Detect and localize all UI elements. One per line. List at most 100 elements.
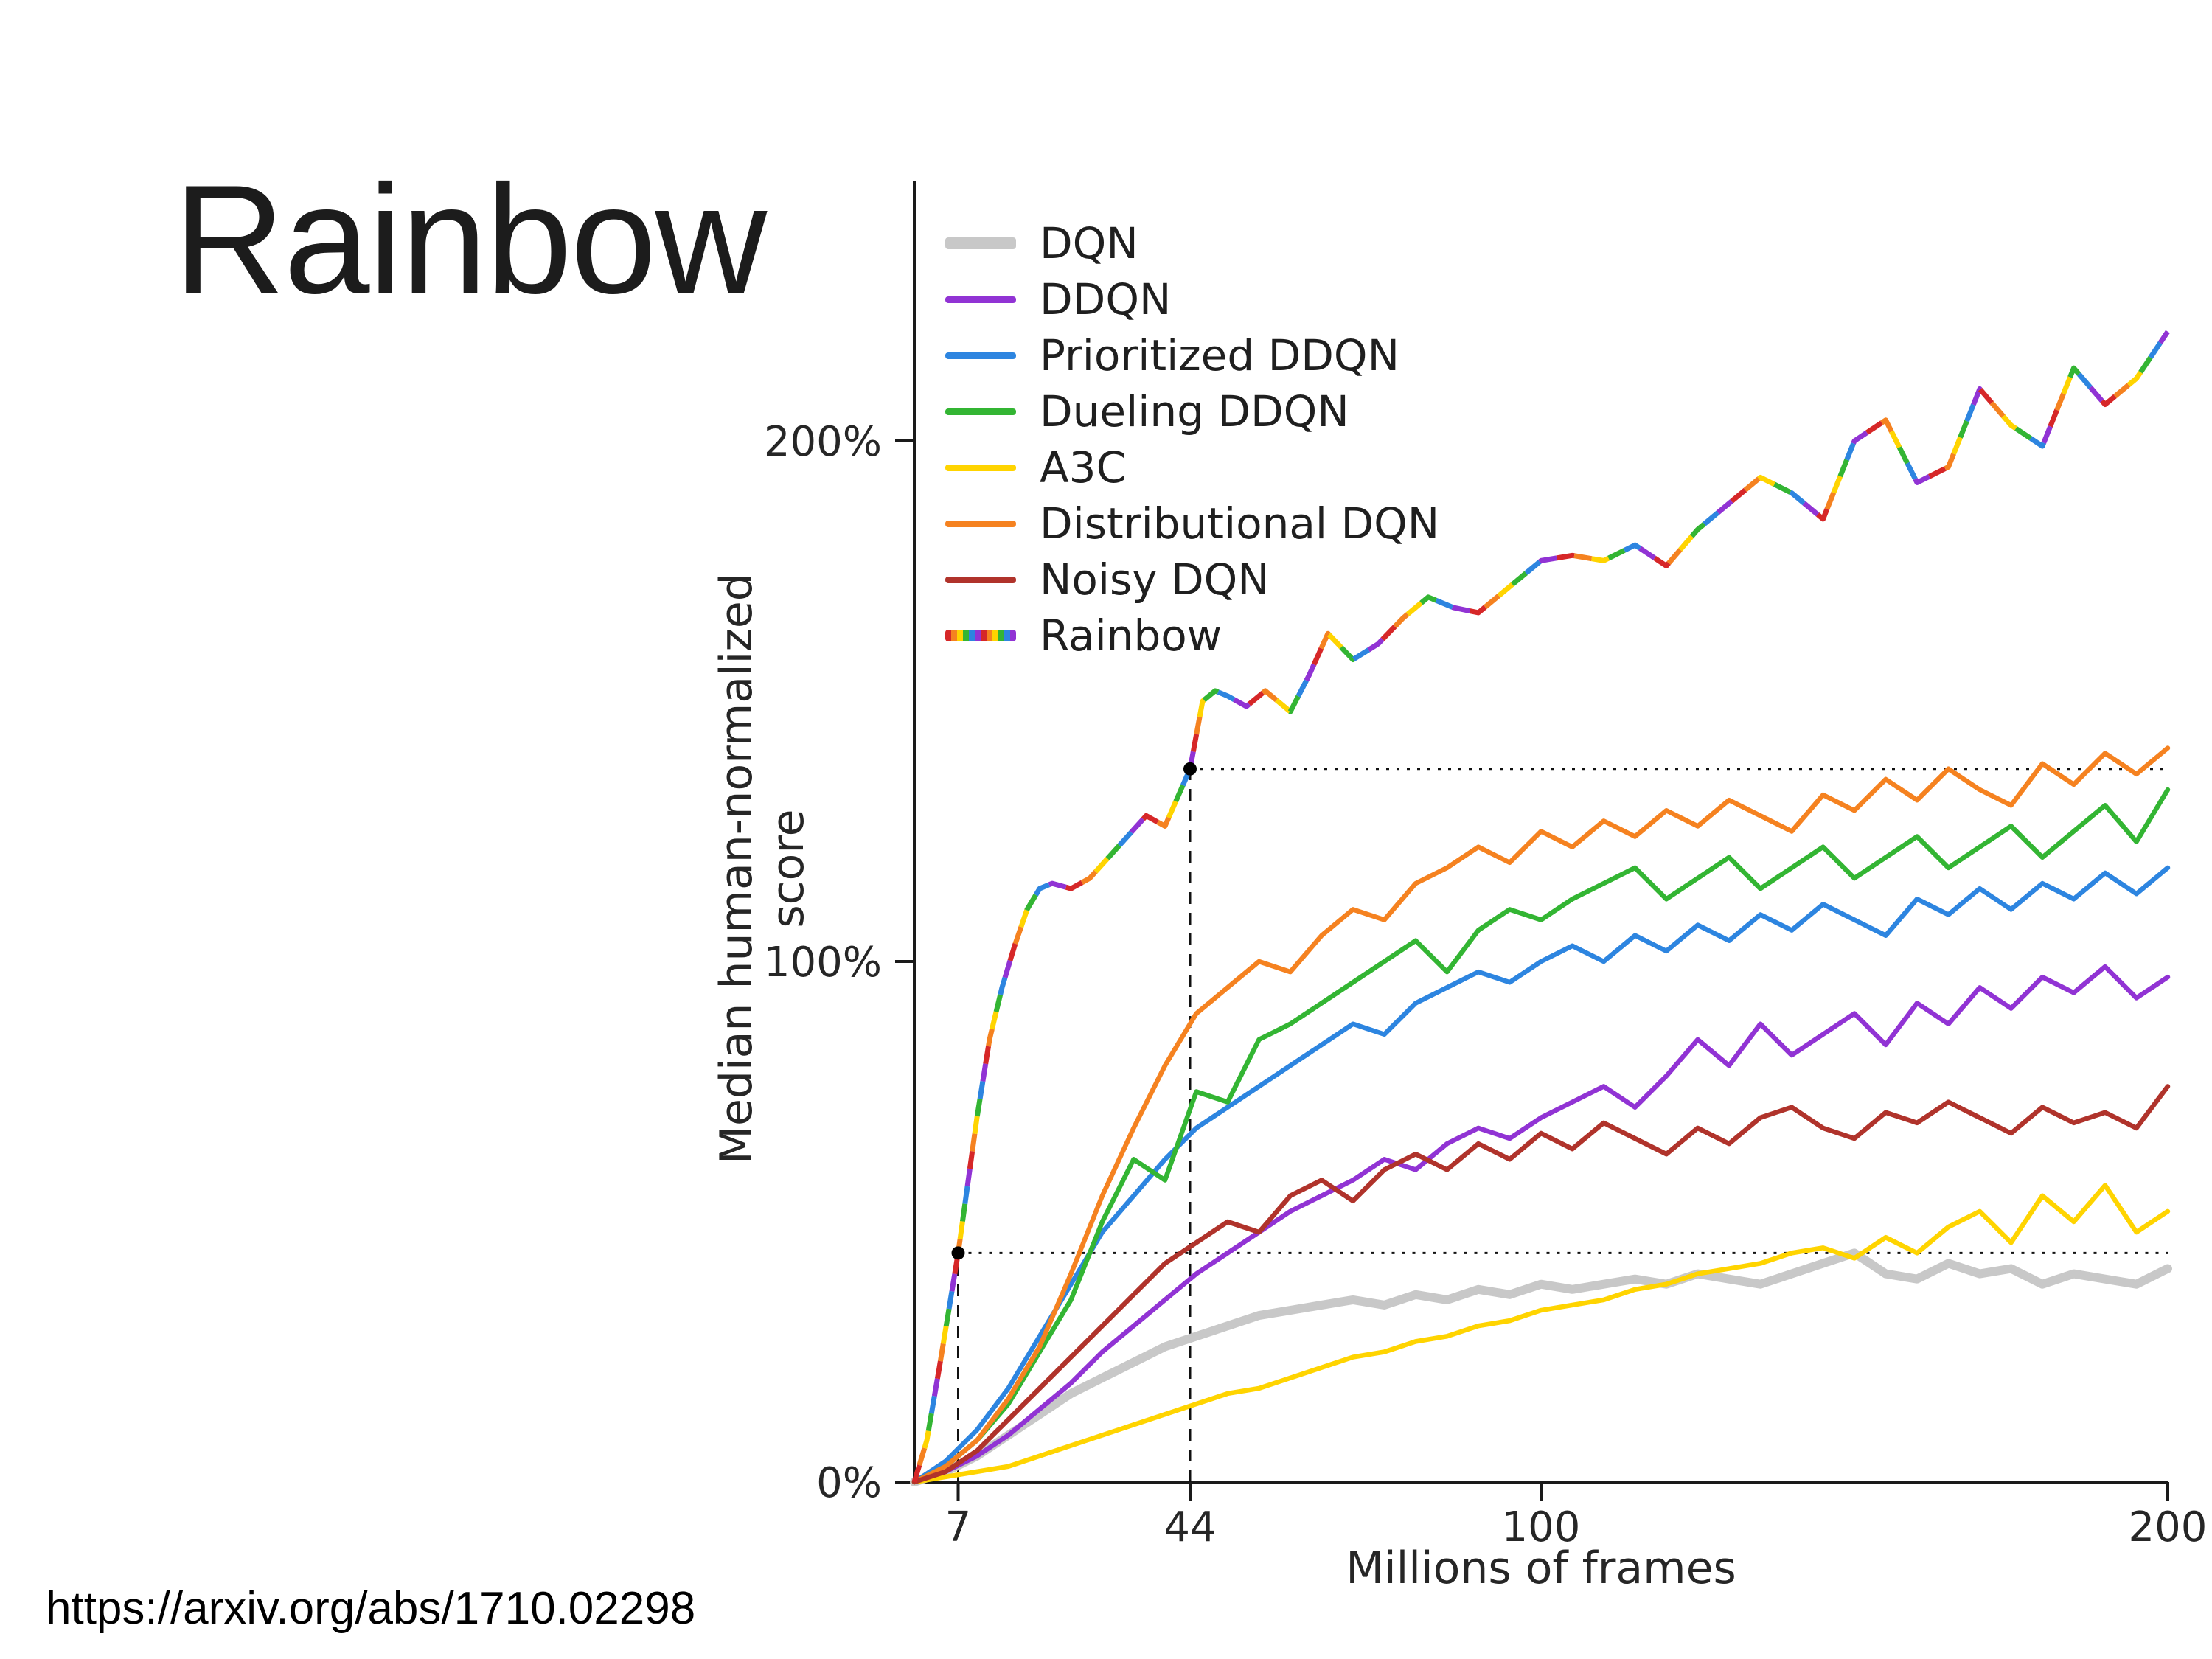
series-line-rainbow-segment [946,1290,955,1310]
series-line-rainbow-segment [986,1028,995,1047]
series-line-rainbow-segment [1380,625,1397,641]
series-line-rainbow-segment [1928,466,1947,479]
series-line-rainbow-segment [2100,394,2117,408]
legend-item-noisy-dqn: Noisy DQN [945,552,1439,608]
series-line-rainbow-segment [2138,355,2153,374]
x-tick-label-44: 44 [1164,1503,1216,1551]
series-line-rainbow-segment [2157,330,2170,344]
legend-swatch-a3c [945,464,1016,471]
series-line-rainbow-segment [1405,601,1423,616]
legend-item-distributional-dqn: Distributional DQN [945,495,1439,552]
series-line-rainbow-segment [1865,420,1883,435]
series-line-rainbow-segment [1318,630,1331,650]
series-line-rainbow-segment [1757,474,1776,487]
series-line-rainbow-segment [1730,487,1747,504]
series-line-dueling-ddqn [911,787,2171,1485]
series-line-rainbow-segment [1607,548,1626,561]
series-line-rainbow-segment [2048,408,2059,428]
series-line-rainbow-segment [925,1413,934,1432]
series-line-rainbow-segment [1007,942,1018,961]
series-line-ddqn [911,964,2171,1485]
series-line-rainbow-segment [917,1447,928,1467]
series-line-rainbow-segment [974,1098,983,1117]
legend-swatch-distributional-dqn [945,520,1016,527]
series-line-rainbow-segment [1666,548,1683,565]
series-line-rainbow-segment [2088,386,2104,403]
y-tick-label-200: 200% [764,418,882,466]
series-line-rainbow-segment [1703,510,1720,526]
legend-swatch-prioritized-ddqn [945,352,1016,359]
slide-title: Rainbow [173,153,767,326]
legend-label-distributional-dqn: Distributional DQN [1040,498,1440,549]
series-line-rainbow-segment [1716,499,1733,515]
legend-swatch-rainbow [945,630,1016,641]
legend-label-a3c: A3C [1040,442,1127,493]
series-line-rainbow-segment [1304,663,1317,682]
series-line-rainbow-segment [1018,909,1029,928]
series-line-rainbow-segment [983,1046,991,1065]
series-line-rainbow-segment [1002,959,1013,978]
series-line-rainbow-segment [1093,857,1110,874]
series-line-rainbow-segment [2041,425,2053,444]
series-line-rainbow-segment [1117,830,1133,847]
legend-item-prioritized-ddqn: Prioritized DDQN [945,327,1439,383]
source-link[interactable]: https://arxiv.org/abs/1710.02298 [46,1583,696,1634]
legend-label-rainbow: Rainbow [1040,611,1222,661]
series-line-rainbow-segment [943,1308,952,1327]
series-line-rainbow-segment [1905,462,1918,481]
series-line-rainbow-segment [1194,716,1203,735]
y-axis-label: Median human-normalized score [711,573,814,1164]
series-line-rainbow-segment [1217,689,1236,702]
series-line-rainbow-segment [1689,521,1706,538]
series-line-rainbow-segment [1653,555,1671,568]
series-line-rainbow-segment [2029,436,2047,449]
series-line-rainbow-segment [1141,813,1159,824]
series-line-rainbow-segment [972,1115,980,1135]
series-line-rainbow-segment [1815,508,1830,522]
series-line-rainbow-segment [1156,816,1172,829]
series-line-rainbow-segment [1247,690,1265,706]
series-line-rainbow-segment [1831,475,1843,494]
series-line-rainbow-segment [1978,387,1994,405]
series-line-rainbow-segment [1393,612,1410,629]
legend-label-dqn: DQN [1040,218,1138,268]
series-line-rainbow-segment [1287,695,1301,714]
series-line-rainbow-segment [1065,880,1084,891]
series-line-rainbow-segment [1773,481,1792,495]
series-line-rainbow-segment [1339,645,1356,663]
series-line-rainbow-segment [1033,882,1051,897]
series-line-rainbow-segment [1166,800,1178,819]
series-line-rainbow-segment [1623,542,1642,553]
series-line-rainbow-segment [934,1360,943,1380]
series-line-rainbow-segment [1024,893,1038,912]
series-line-rainbow-segment [911,1464,922,1484]
series-line-rainbow-segment [1233,697,1251,709]
series-line-rainbow-segment [1080,869,1098,885]
series-line-rainbow-segment [1497,582,1514,598]
annotation-dot-1 [1183,762,1197,776]
series-line-rainbow-segment [2061,376,2073,395]
chart-legend: DQN DDQN Prioritized DDQN Dueling DDQN A3C Di… [945,215,1439,664]
series-line-rainbow-segment [970,1133,978,1152]
series-line-rainbow-segment [1844,442,1856,461]
series-line-rainbow-segment [1802,501,1820,517]
series-line-rainbow-segment [1105,844,1121,860]
y-tick-label-100: 100% [764,939,882,987]
legend-swatch-noisy-dqn [945,576,1016,583]
series-line-rainbow-segment [1896,446,1910,465]
legend-swatch-dqn [945,237,1016,249]
series-line-rainbow-segment [1524,560,1542,575]
series-line-rainbow-segment [993,994,1004,1013]
series-line-rainbow-segment [1190,734,1200,752]
series-line-rainbow-segment [1591,555,1610,563]
legend-item-a3c: A3C [945,439,1439,495]
series-line-rainbow-segment [1913,474,1931,485]
series-line-rainbow-segment [1419,594,1438,605]
series-line-rainbow-segment [1971,386,1983,406]
series-line-rainbow-segment [1837,459,1849,478]
series-line-rainbow-segment [957,1220,965,1239]
x-axis-label: Millions of frames [1346,1543,1736,1594]
series-line-rainbow-segment [1964,403,1976,422]
series-line-rainbow-segment [980,1063,989,1082]
